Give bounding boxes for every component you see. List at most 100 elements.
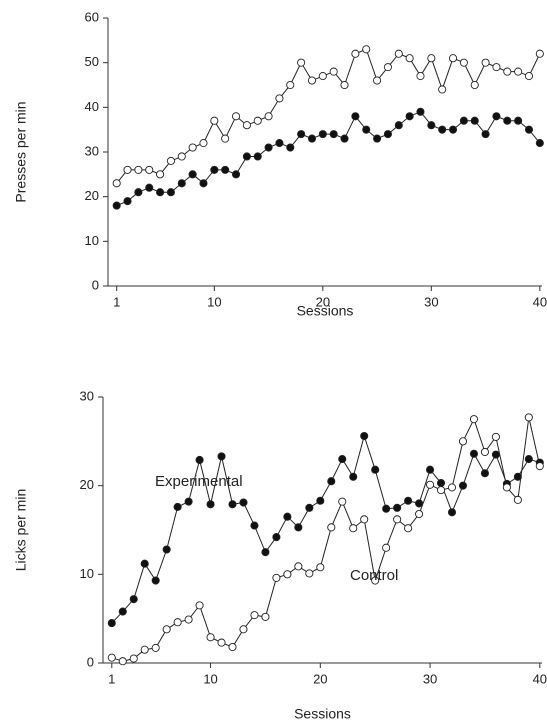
data-point: [123, 165, 132, 174]
x-tick-label: 1: [113, 294, 120, 309]
data-point: [173, 618, 182, 627]
data-point: [264, 112, 273, 121]
data-point: [459, 58, 468, 67]
y-tick-label: 30: [80, 388, 94, 403]
data-point: [340, 80, 349, 90]
data-point: [415, 509, 424, 519]
x-tick-label: 40: [533, 671, 547, 686]
data-point: [305, 569, 314, 578]
y-tick-label: 60: [85, 9, 99, 24]
data-point: [447, 483, 457, 492]
data-point: [199, 139, 208, 148]
data-point: [162, 545, 171, 554]
data-point: [481, 130, 490, 139]
data-point: [340, 134, 349, 143]
data-point: [261, 612, 270, 621]
data-point: [210, 116, 219, 125]
data-point: [362, 45, 371, 54]
data-point: [307, 76, 317, 85]
y-tick-label: 20: [85, 188, 99, 203]
data-point: [112, 201, 121, 210]
data-point: [373, 76, 382, 85]
data-point: [316, 496, 325, 505]
data-point: [360, 515, 369, 524]
data-point: [272, 533, 281, 542]
data-point: [199, 179, 208, 188]
x-tick-label: 10: [207, 294, 221, 309]
data-point: [438, 125, 447, 134]
data-point: [459, 116, 468, 125]
data-point: [492, 112, 501, 121]
data-point: [184, 615, 193, 624]
data-point: [145, 183, 154, 192]
data-point: [188, 170, 197, 179]
x-tick-label: 20: [316, 294, 330, 309]
data-point: [458, 437, 468, 446]
data-point: [221, 165, 230, 174]
y-tick-label: 0: [87, 654, 94, 669]
data-point: [438, 85, 447, 94]
data-point: [426, 465, 435, 474]
data-point: [294, 562, 303, 571]
data-point: [393, 503, 402, 512]
data-point: [217, 452, 226, 461]
data-point: [327, 477, 336, 486]
data-point: [231, 170, 241, 179]
data-point: [206, 500, 215, 509]
data-point: [469, 415, 479, 424]
data-point: [329, 67, 338, 76]
data-point: [448, 54, 458, 63]
data-point: [480, 469, 489, 478]
series-line: [111, 434, 540, 624]
y-tick-label: 0: [92, 277, 99, 292]
data-point: [118, 607, 127, 616]
data-point: [448, 125, 458, 134]
data-point: [404, 496, 413, 505]
data-point: [307, 134, 317, 143]
data-point: [250, 521, 259, 530]
series-label: Control: [350, 567, 398, 584]
data-point: [151, 576, 160, 585]
data-point: [166, 156, 175, 165]
data-point: [297, 58, 306, 67]
y-tick-label: 40: [85, 99, 99, 114]
data-point: [405, 112, 414, 121]
data-point: [107, 619, 116, 628]
data-point: [514, 67, 523, 76]
data-point: [491, 450, 500, 459]
data-point: [426, 480, 435, 489]
data-point: [166, 188, 175, 197]
data-point: [261, 548, 270, 557]
x-tick-label: 20: [313, 671, 327, 686]
data-point: [491, 432, 500, 441]
data-point: [382, 504, 391, 513]
y-tick-label: 30: [85, 143, 99, 158]
y-tick-label: 10: [80, 566, 94, 581]
series-label: Experimental: [155, 473, 243, 490]
data-point: [524, 413, 533, 422]
data-point: [228, 642, 237, 652]
data-point: [140, 559, 149, 568]
data-point: [535, 462, 544, 471]
data-point: [275, 139, 284, 148]
data-point: [242, 121, 251, 130]
data-point: [173, 502, 182, 511]
data-point: [383, 130, 392, 139]
data-point: [305, 503, 314, 512]
data-point: [316, 563, 325, 572]
data-point: [349, 524, 358, 533]
x-axis-label: Sessions: [294, 706, 351, 722]
data-point: [513, 495, 522, 504]
data-point: [427, 54, 436, 63]
data-point: [156, 188, 165, 197]
data-point: [535, 49, 544, 58]
data-point: [427, 121, 436, 130]
data-point: [470, 80, 479, 90]
x-axis-label: Sessions: [297, 303, 354, 319]
data-point: [275, 94, 284, 103]
data-point: [338, 455, 347, 464]
data-point: [140, 645, 149, 654]
data-point: [329, 130, 338, 139]
x-tick-label: 30: [423, 671, 437, 686]
data-point: [514, 116, 523, 125]
